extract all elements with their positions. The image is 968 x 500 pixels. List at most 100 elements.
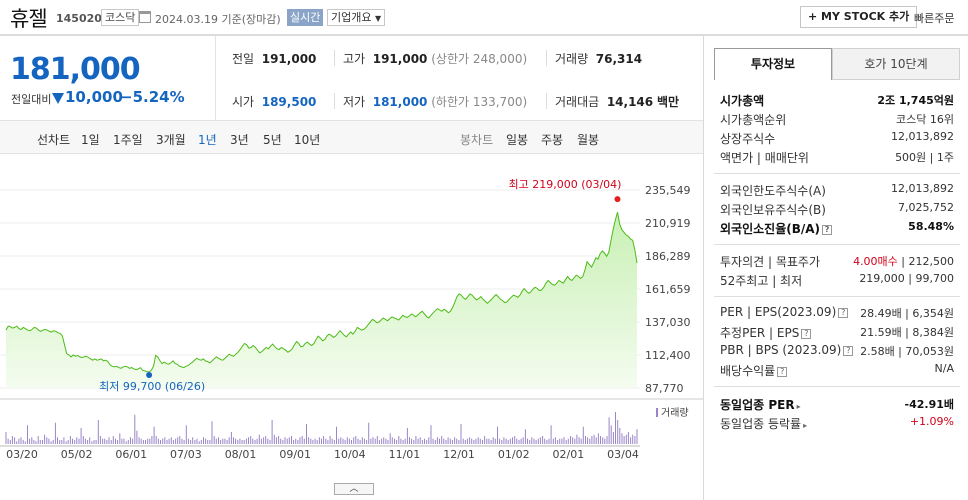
stock-code: 145020	[56, 12, 102, 25]
market-cap-value: 2조 1,745억원	[877, 94, 954, 107]
low-point-marker	[146, 372, 153, 379]
company-info-label: 기업개요	[331, 11, 372, 24]
row-market-cap-rank: 시가총액순위 코스닥 16위	[720, 111, 954, 130]
shares-value: 12,013,892	[891, 130, 954, 143]
est-per-value: 21.59배 | 8,384원	[860, 326, 954, 339]
foreign-ratio-label-text: 외국인소진율(B/A)	[720, 222, 821, 236]
x-tick-label: 10/04	[334, 448, 366, 461]
panel-divider-line	[714, 244, 960, 245]
chart-collapse-toggle[interactable]: ︿	[334, 483, 374, 495]
price-area	[6, 212, 637, 388]
summary-lower-limit: (하한가 133,700)	[431, 95, 528, 109]
company-info-dropdown[interactable]: 기업개요 ▼	[327, 9, 386, 26]
realtime-button[interactable]: 실시간	[287, 9, 324, 26]
high-annotation: 최고 219,000 (03/04)	[508, 178, 621, 191]
x-tick-label: 01/02	[498, 448, 530, 461]
x-tick-label: 03/04	[607, 448, 639, 461]
range-5y[interactable]: 5년	[263, 133, 282, 147]
candle-chart-label: 봉차트	[460, 133, 494, 147]
chevron-down-icon: ▼	[374, 14, 382, 23]
summary-divider	[334, 93, 335, 109]
my-stock-add-button[interactable]: + MY STOCK 추가	[800, 6, 918, 28]
sector-per-label: 동일업종 PER ▸	[720, 396, 801, 413]
summary-divider	[334, 50, 335, 66]
panel-divider-line	[714, 173, 960, 174]
y-axis: 235,549 210,919 186,289 161,659 137,030 112,4…	[645, 184, 691, 395]
base-date: 2024.03.19 기준(장마감)	[155, 13, 281, 26]
help-icon[interactable]: ?	[822, 225, 833, 235]
row-sector-rate[interactable]: 동일업종 등락률 ▸ +1.09%	[720, 415, 954, 434]
quick-order-link[interactable]: 빠른주문	[914, 12, 955, 25]
summary-high-value: 191,000	[372, 52, 428, 66]
summary-prev-value: 191,000	[261, 52, 317, 66]
market-cap-rank-label: 시가총액순위	[720, 113, 787, 127]
current-price: 181,000	[10, 52, 141, 87]
summary-low: 저가 181,000 (하한가 133,700)	[343, 93, 527, 110]
week52-value: 219,000 | 99,700	[859, 272, 954, 285]
arrow-right-icon: ▸	[803, 421, 808, 430]
y-tick-label: 137,030	[645, 316, 691, 329]
help-icon[interactable]: ?	[838, 308, 849, 318]
range-1w[interactable]: 1주일	[113, 133, 143, 147]
row-dividend: 배당수익률? N/A	[720, 362, 954, 381]
range-10y[interactable]: 10년	[294, 133, 321, 147]
dividend-label-text: 배당수익률	[720, 364, 776, 378]
help-icon[interactable]: ?	[843, 346, 854, 356]
week52-label: 52주최고 | 최저	[720, 274, 803, 288]
price-box: 181,000 전일대비 10,000 −5.24%	[0, 36, 215, 120]
summary-high-label: 고가	[343, 52, 366, 66]
range-1d[interactable]: 1일	[81, 133, 100, 147]
volume-legend-label: 거래량	[661, 407, 689, 419]
tab-invest-info[interactable]: 투자정보	[714, 48, 832, 80]
diff-label: 전일대비	[11, 93, 52, 106]
summary-volume-value: 76,314	[595, 52, 643, 66]
x-tick-label: 12/01	[443, 448, 475, 461]
dividend-label: 배당수익률?	[720, 362, 788, 379]
range-3y[interactable]: 3년	[230, 133, 249, 147]
range-3m[interactable]: 3개월	[156, 133, 186, 147]
row-opinion: 투자의견 | 목표주가 4.00매수 | 212,500	[720, 253, 954, 272]
per-label: PER | EPS(2023.09)?	[720, 305, 849, 319]
opinion-value: 4.00매수 | 212,500	[853, 255, 954, 268]
par-value: 500원 | 1주	[895, 151, 954, 164]
summary-high: 고가 191,000 (상한가 248,000)	[343, 50, 527, 67]
pbr-label: PBR | BPS (2023.09)?	[720, 343, 854, 357]
pbr-label-text: PBR | BPS (2023.09)	[720, 343, 842, 357]
row-per: PER | EPS(2023.09)? 28.49배 | 6,354원	[720, 305, 954, 324]
panel-divider	[703, 36, 704, 500]
summary-amount-label: 거래대금	[555, 95, 600, 109]
sector-per-label-text: 동일업종 PER	[720, 398, 795, 412]
market-cap-label: 시가총액	[720, 94, 765, 108]
candle-daily[interactable]: 일봉	[506, 133, 529, 147]
x-tick-label: 03/20	[6, 448, 38, 461]
summary-amount: 거래대금 14,146 백만	[555, 93, 679, 110]
y-tick-label: 186,289	[645, 250, 691, 263]
x-tick-label: 06/01	[115, 448, 147, 461]
calendar-icon	[139, 11, 151, 23]
x-tick-label: 07/03	[170, 448, 202, 461]
market-badge: 코스닥	[101, 9, 140, 26]
summary-divider	[546, 93, 547, 109]
price-chart: 235,549 210,919 186,289 161,659 137,030 112,4…	[0, 154, 703, 500]
sector-per-value: -42.91배	[904, 398, 954, 411]
help-icon[interactable]: ?	[777, 367, 788, 377]
summary-low-label: 저가	[343, 95, 366, 109]
foreign-limit-label: 외국인한도주식수(A)	[720, 184, 826, 198]
candle-weekly[interactable]: 주봉	[541, 133, 564, 147]
row-foreign-hold: 외국인보유주식수(B) 7,025,752	[720, 201, 954, 220]
panel-divider-line	[714, 296, 960, 297]
x-tick-label: 05/02	[61, 448, 93, 461]
chevron-up-icon: ︿	[349, 484, 359, 494]
pbr-value: 2.58배 | 70,053원	[860, 345, 954, 358]
help-icon[interactable]: ?	[801, 329, 812, 339]
candle-monthly[interactable]: 월봉	[577, 133, 600, 147]
opinion-rating: 4.00매수	[853, 255, 898, 268]
row-sector-per[interactable]: 동일업종 PER ▸ -42.91배	[720, 396, 954, 415]
chart-annotations: 최고 219,000 (03/04) 최저 99,700 (06/26)	[99, 178, 621, 393]
summary-prev-label: 전일	[232, 52, 255, 66]
range-1y[interactable]: 1년	[198, 133, 217, 147]
sector-rate-value: +1.09%	[909, 415, 954, 428]
panel-divider-line	[714, 386, 960, 387]
tab-quote-10[interactable]: 호가 10단계	[832, 48, 960, 80]
volume-legend-swatch	[656, 408, 658, 417]
